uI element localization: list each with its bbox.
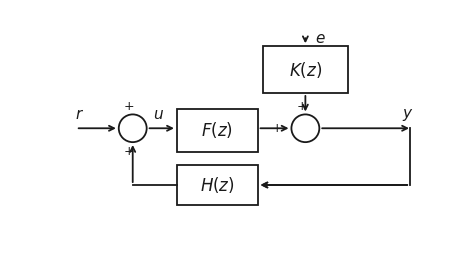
Text: $F(z)$: $F(z)$ <box>201 120 233 140</box>
Text: $r$: $r$ <box>75 108 84 122</box>
Text: +: + <box>124 100 134 113</box>
Text: $e$: $e$ <box>315 32 326 46</box>
Text: +: + <box>296 100 307 113</box>
Text: $K(z)$: $K(z)$ <box>289 60 322 80</box>
Text: $y$: $y$ <box>402 107 414 123</box>
Text: +: + <box>124 146 134 158</box>
FancyBboxPatch shape <box>177 109 258 152</box>
FancyBboxPatch shape <box>263 46 347 93</box>
Text: +: + <box>272 122 282 135</box>
Text: $H(z)$: $H(z)$ <box>200 175 235 195</box>
Text: $u$: $u$ <box>153 108 164 122</box>
FancyBboxPatch shape <box>177 165 258 204</box>
